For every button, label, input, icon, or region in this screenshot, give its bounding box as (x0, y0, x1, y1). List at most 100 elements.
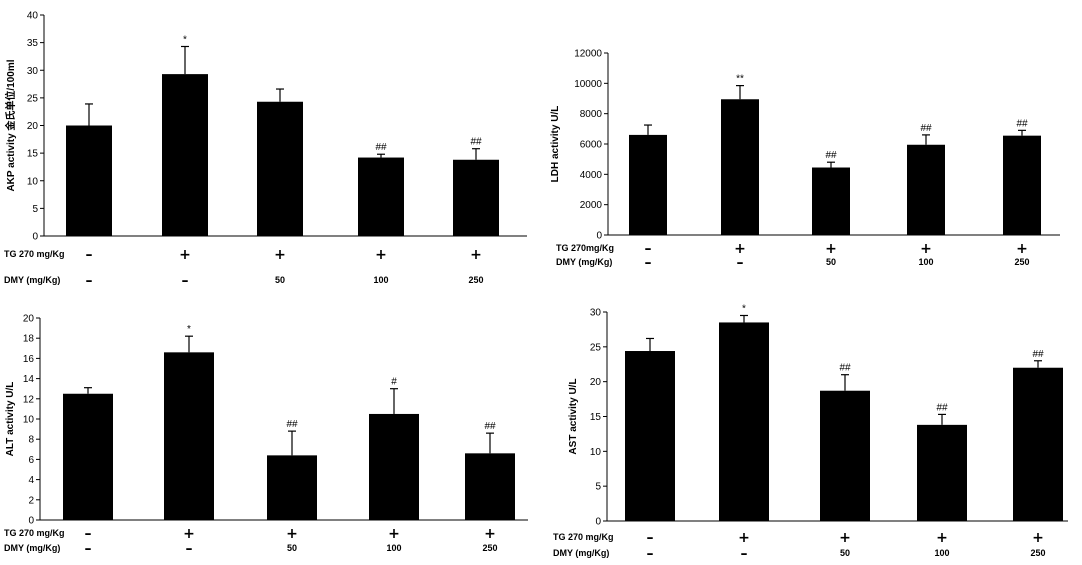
bar (625, 351, 675, 521)
treatment-value: 50 (275, 275, 285, 285)
treatment-value: – (645, 241, 652, 257)
treatment-value: 250 (1014, 257, 1029, 267)
treatment-row-label: DMY (mg/Kg) (553, 548, 609, 558)
significance-mark: ## (920, 123, 932, 134)
significance-mark: ## (286, 419, 298, 430)
y-tick-label: 12 (23, 394, 35, 405)
treatment-value: + (920, 241, 932, 257)
y-tick-label: 10 (23, 415, 35, 426)
y-tick-label: 25 (27, 93, 39, 104)
treatment-row-label: TG 270 mg/Kg (553, 532, 614, 542)
treatment-value: 250 (468, 275, 483, 285)
treatment-value: + (470, 247, 482, 263)
y-tick-label: 30 (27, 66, 39, 77)
treatment-value: – (647, 546, 654, 562)
treatment-value: – (645, 255, 652, 271)
bar (162, 74, 208, 237)
bar (629, 134, 667, 235)
treatment-value: + (825, 241, 837, 257)
chart-panel-2: 0 2000 4000 6000 8000 10000 12000 LDH activity … (550, 49, 1060, 271)
y-tick-label: 10 (27, 176, 39, 187)
y-tick-label: 20 (23, 314, 35, 325)
significance-mark: * (183, 34, 187, 45)
treatment-row-label: DMY (mg/Kg) (4, 543, 60, 553)
bar (917, 424, 967, 521)
treatment-value: 100 (934, 548, 949, 558)
y-tick-label: 5 (32, 204, 38, 215)
y-axis-label: AKP activity 金氏单位/100ml (4, 59, 17, 191)
significance-mark: # (391, 377, 397, 388)
y-tick-label: 0 (596, 231, 602, 242)
bar (164, 352, 214, 520)
treatment-value: – (741, 546, 748, 562)
significance-mark: ## (825, 150, 837, 161)
bar (1013, 367, 1063, 521)
treatment-value: 100 (373, 275, 388, 285)
treatment-value: 250 (1030, 548, 1045, 558)
treatment-value: – (85, 541, 92, 557)
bar (63, 393, 113, 520)
y-tick-label: 5 (595, 482, 601, 493)
y-tick-label: 12000 (574, 49, 602, 60)
treatment-value: + (388, 526, 400, 542)
y-tick-label: 18 (23, 334, 35, 345)
treatment-value: 50 (826, 257, 836, 267)
treatment-value: 250 (482, 543, 497, 553)
significance-mark: * (187, 324, 191, 335)
bar (66, 125, 112, 236)
treatment-value: – (85, 526, 92, 542)
treatment-value: – (182, 273, 189, 289)
treatment-row-label: TG 270 mg/Kg (4, 249, 65, 259)
treatment-value: + (179, 247, 191, 263)
y-tick-label: 25 (590, 342, 602, 353)
treatment-row-label: DMY (mg/Kg) (556, 257, 612, 267)
bar (1003, 135, 1041, 235)
significance-mark: ## (839, 363, 851, 374)
y-tick-label: 0 (32, 232, 38, 243)
significance-mark: ## (470, 137, 482, 148)
treatment-value: + (1032, 530, 1044, 546)
bar (812, 167, 850, 235)
treatment-row-label: TG 270mg/Kg (556, 243, 614, 253)
y-tick-label: 15 (27, 149, 39, 160)
y-axis-label: ALT activity U/L (5, 382, 16, 457)
treatment-value: 100 (386, 543, 401, 553)
treatment-value: – (86, 273, 93, 289)
y-tick-label: 20 (27, 121, 39, 132)
y-tick-label: 4000 (580, 170, 603, 181)
bar (453, 159, 499, 236)
y-tick-label: 6 (28, 455, 34, 466)
bar (257, 101, 303, 237)
treatment-row-label: TG 270 mg/Kg (4, 528, 65, 538)
bar (721, 99, 759, 235)
treatment-value: + (1016, 241, 1028, 257)
y-tick-label: 6000 (580, 140, 603, 151)
treatment-value: + (375, 247, 387, 263)
bar (907, 144, 945, 235)
significance-mark: ** (736, 74, 744, 85)
significance-mark: ## (1032, 349, 1044, 360)
y-tick-label: 10000 (574, 79, 602, 90)
significance-mark: ## (1016, 118, 1028, 129)
bar (820, 390, 870, 521)
treatment-value: + (484, 526, 496, 542)
treatment-value: + (738, 530, 750, 546)
treatment-value: – (86, 247, 93, 263)
y-tick-label: 4 (28, 475, 34, 486)
y-axis-label: LDH activity U/L (550, 106, 561, 183)
treatment-value: – (647, 530, 654, 546)
treatment-value: + (936, 530, 948, 546)
bar (369, 413, 419, 520)
treatment-row-label: DMY (mg/Kg) (4, 275, 60, 285)
treatment-value: – (186, 541, 193, 557)
y-tick-label: 2 (28, 495, 34, 506)
chart-panel-4: 0 5 10 15 20 25 30 AST activity U/L * ## ## ## TG 27… (553, 303, 1068, 562)
y-tick-label: 15 (590, 412, 602, 423)
y-tick-label: 20 (590, 377, 602, 388)
bar (267, 455, 317, 520)
significance-mark: ## (484, 421, 496, 432)
treatment-value: + (274, 247, 286, 263)
